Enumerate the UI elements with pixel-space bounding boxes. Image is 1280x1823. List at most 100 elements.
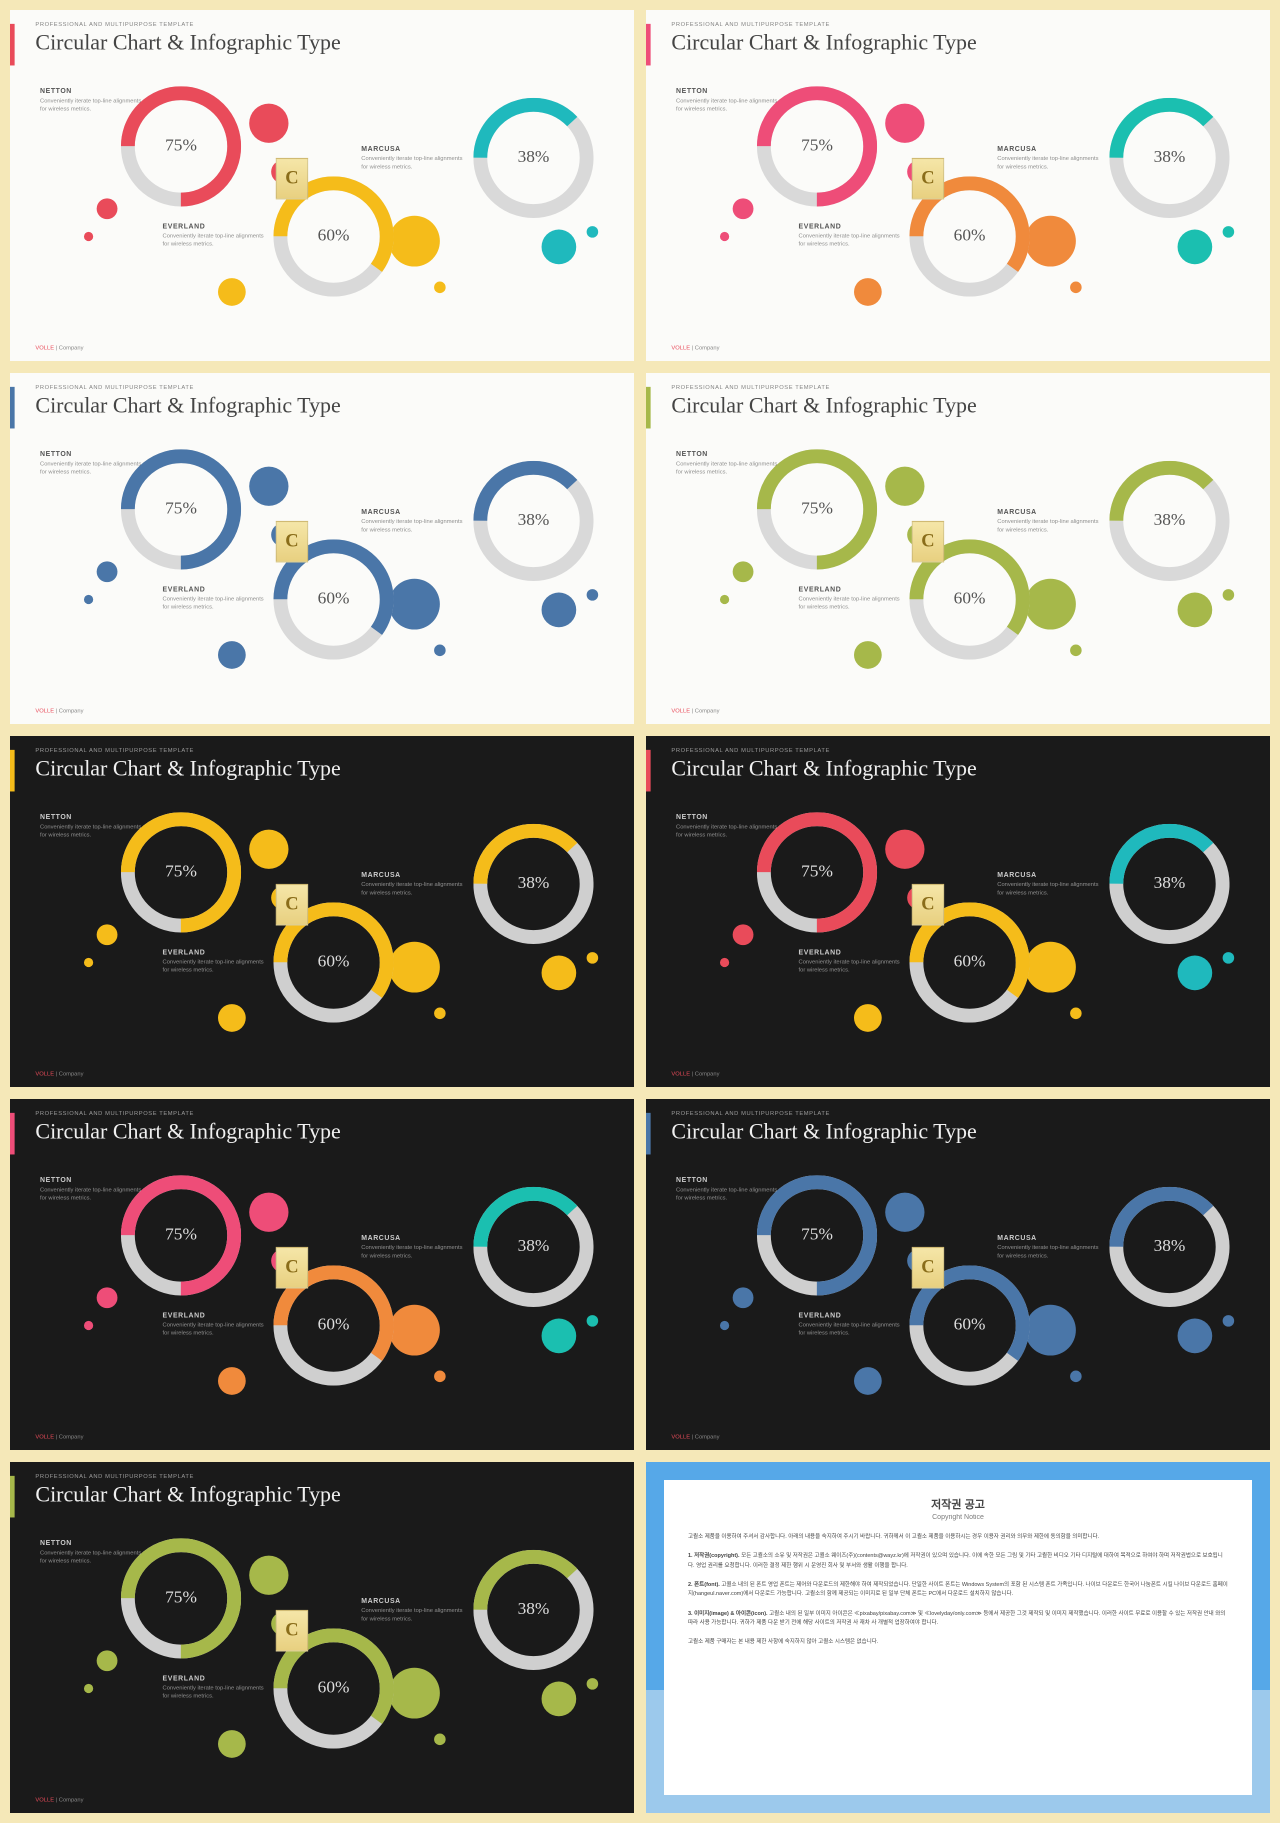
footer: VOLLE | Company: [35, 708, 83, 715]
bubble: [733, 561, 754, 582]
slide-grid: PROFESSIONAL AND MULTIPURPOSE TEMPLATE Ci…: [10, 10, 1270, 1813]
bubble: [542, 593, 577, 628]
footer: VOLLE | Company: [671, 1071, 719, 1078]
label-netton: NETTON Conveniently iterate top-line ali…: [676, 452, 780, 476]
donut-chart: 38%: [1109, 98, 1229, 218]
bubble: [854, 1367, 882, 1395]
slide: PROFESSIONAL AND MULTIPURPOSE TEMPLATECi…: [10, 1099, 634, 1450]
slide-title: Circular Chart & Infographic Type: [35, 394, 340, 419]
donut-pct: 60%: [318, 1679, 350, 1699]
label-marcusa: MARCUSA Conveniently iterate top-line al…: [997, 509, 1101, 533]
label-marcusa: MARCUSA Conveniently iterate top-line al…: [997, 146, 1101, 170]
footer: VOLLE | Company: [35, 1797, 83, 1804]
label-marcusa: MARCUSA Conveniently iterate top-line al…: [361, 1235, 465, 1259]
label-marcusa: MARCUSA Conveniently iterate top-line al…: [361, 509, 465, 533]
donut-pct: 38%: [518, 511, 550, 531]
donut-chart: 38%: [473, 98, 593, 218]
donut-pct: 38%: [518, 1237, 550, 1257]
slide-title: Circular Chart & Infographic Type: [35, 31, 340, 56]
bubble: [84, 232, 93, 241]
label-everland: EVERLAND Conveniently iterate top-line a…: [799, 224, 903, 248]
donut-pct: 75%: [165, 863, 197, 883]
bubble: [389, 216, 440, 267]
label-marcusa: MARCUSA Conveniently iterate top-line al…: [361, 146, 465, 170]
label-everland: EVERLAND Conveniently iterate top-line a…: [163, 224, 267, 248]
bubble: [389, 942, 440, 993]
footer: VOLLE | Company: [35, 1434, 83, 1441]
badge-icon: C: [276, 1610, 308, 1652]
label-everland: EVERLAND Conveniently iterate top-line a…: [163, 587, 267, 611]
bubble: [1178, 230, 1213, 265]
bubble: [1025, 216, 1076, 267]
label-netton: NETTON Conveniently iterate top-line ali…: [40, 815, 144, 839]
donut-pct: 60%: [954, 1316, 986, 1336]
donut-chart: 38%: [473, 1187, 593, 1307]
pre-title: PROFESSIONAL AND MULTIPURPOSE TEMPLATE: [671, 748, 830, 755]
accent-bar: [646, 1113, 651, 1155]
donut-pct: 38%: [518, 148, 550, 168]
slide: PROFESSIONAL AND MULTIPURPOSE TEMPLATECi…: [10, 10, 634, 361]
donut-chart: 38%: [473, 461, 593, 581]
slide: PROFESSIONAL AND MULTIPURPOSE TEMPLATECi…: [10, 1462, 634, 1813]
copyright-intro: 고퀄소 제품을 이용하여 주셔서 감사합니다. 아래의 내용을 숙지하여 주시기…: [688, 1533, 1228, 1542]
donut-pct: 60%: [954, 227, 986, 247]
bubble: [720, 232, 729, 241]
accent-bar: [646, 387, 651, 429]
copyright-content: 저작권 공고 Copyright Notice 고퀄소 제품을 이용하여 주셔서…: [664, 1480, 1252, 1795]
donut-pct: 75%: [801, 500, 833, 520]
bubble: [1025, 942, 1076, 993]
bubble: [218, 278, 246, 306]
bubble: [720, 595, 729, 604]
bubble: [249, 1556, 288, 1595]
bubble: [97, 924, 118, 945]
bubble: [434, 1371, 446, 1383]
bubble: [218, 1367, 246, 1395]
bubble: [97, 198, 118, 219]
bubble: [720, 958, 729, 967]
label-netton: NETTON Conveniently iterate top-line ali…: [40, 1178, 144, 1202]
slide: PROFESSIONAL AND MULTIPURPOSE TEMPLATECi…: [646, 10, 1270, 361]
label-marcusa: MARCUSA Conveniently iterate top-line al…: [361, 1598, 465, 1622]
accent-bar: [646, 24, 651, 66]
label-everland: EVERLAND Conveniently iterate top-line a…: [799, 587, 903, 611]
donut-pct: 38%: [1154, 148, 1186, 168]
bubble: [885, 104, 924, 143]
donut-pct: 75%: [801, 137, 833, 157]
bubble: [434, 645, 446, 657]
bubble: [84, 958, 93, 967]
donut-pct: 75%: [801, 863, 833, 883]
copyright-subtitle: Copyright Notice: [688, 1514, 1228, 1521]
bubble: [587, 1315, 599, 1327]
donut-pct: 60%: [318, 227, 350, 247]
pre-title: PROFESSIONAL AND MULTIPURPOSE TEMPLATE: [35, 385, 194, 392]
bubble: [854, 641, 882, 669]
bubble: [733, 198, 754, 219]
slide-title: Circular Chart & Infographic Type: [671, 31, 976, 56]
label-everland: EVERLAND Conveniently iterate top-line a…: [799, 1313, 903, 1337]
slide-title: Circular Chart & Infographic Type: [671, 1120, 976, 1145]
badge-icon: C: [276, 1247, 308, 1289]
accent-bar: [10, 1476, 15, 1518]
donut-chart: 38%: [1109, 824, 1229, 944]
footer: VOLLE | Company: [671, 708, 719, 715]
bubble: [389, 579, 440, 630]
pre-title: PROFESSIONAL AND MULTIPURPOSE TEMPLATE: [35, 748, 194, 755]
bubble: [1223, 226, 1235, 238]
donut-pct: 60%: [318, 590, 350, 610]
bubble: [1223, 589, 1235, 601]
label-everland: EVERLAND Conveniently iterate top-line a…: [799, 950, 903, 974]
donut-chart: 38%: [473, 1550, 593, 1670]
copyright-title: 저작권 공고: [688, 1496, 1228, 1512]
bubble: [1025, 579, 1076, 630]
label-netton: NETTON Conveniently iterate top-line ali…: [676, 815, 780, 839]
label-marcusa: MARCUSA Conveniently iterate top-line al…: [997, 872, 1101, 896]
badge-icon: C: [912, 521, 944, 563]
donut-pct: 75%: [165, 1589, 197, 1609]
accent-bar: [646, 750, 651, 792]
bubble: [97, 561, 118, 582]
bubble: [885, 1193, 924, 1232]
label-everland: EVERLAND Conveniently iterate top-line a…: [163, 1676, 267, 1700]
bubble: [434, 1008, 446, 1020]
pre-title: PROFESSIONAL AND MULTIPURPOSE TEMPLATE: [671, 385, 830, 392]
donut-pct: 38%: [1154, 874, 1186, 894]
